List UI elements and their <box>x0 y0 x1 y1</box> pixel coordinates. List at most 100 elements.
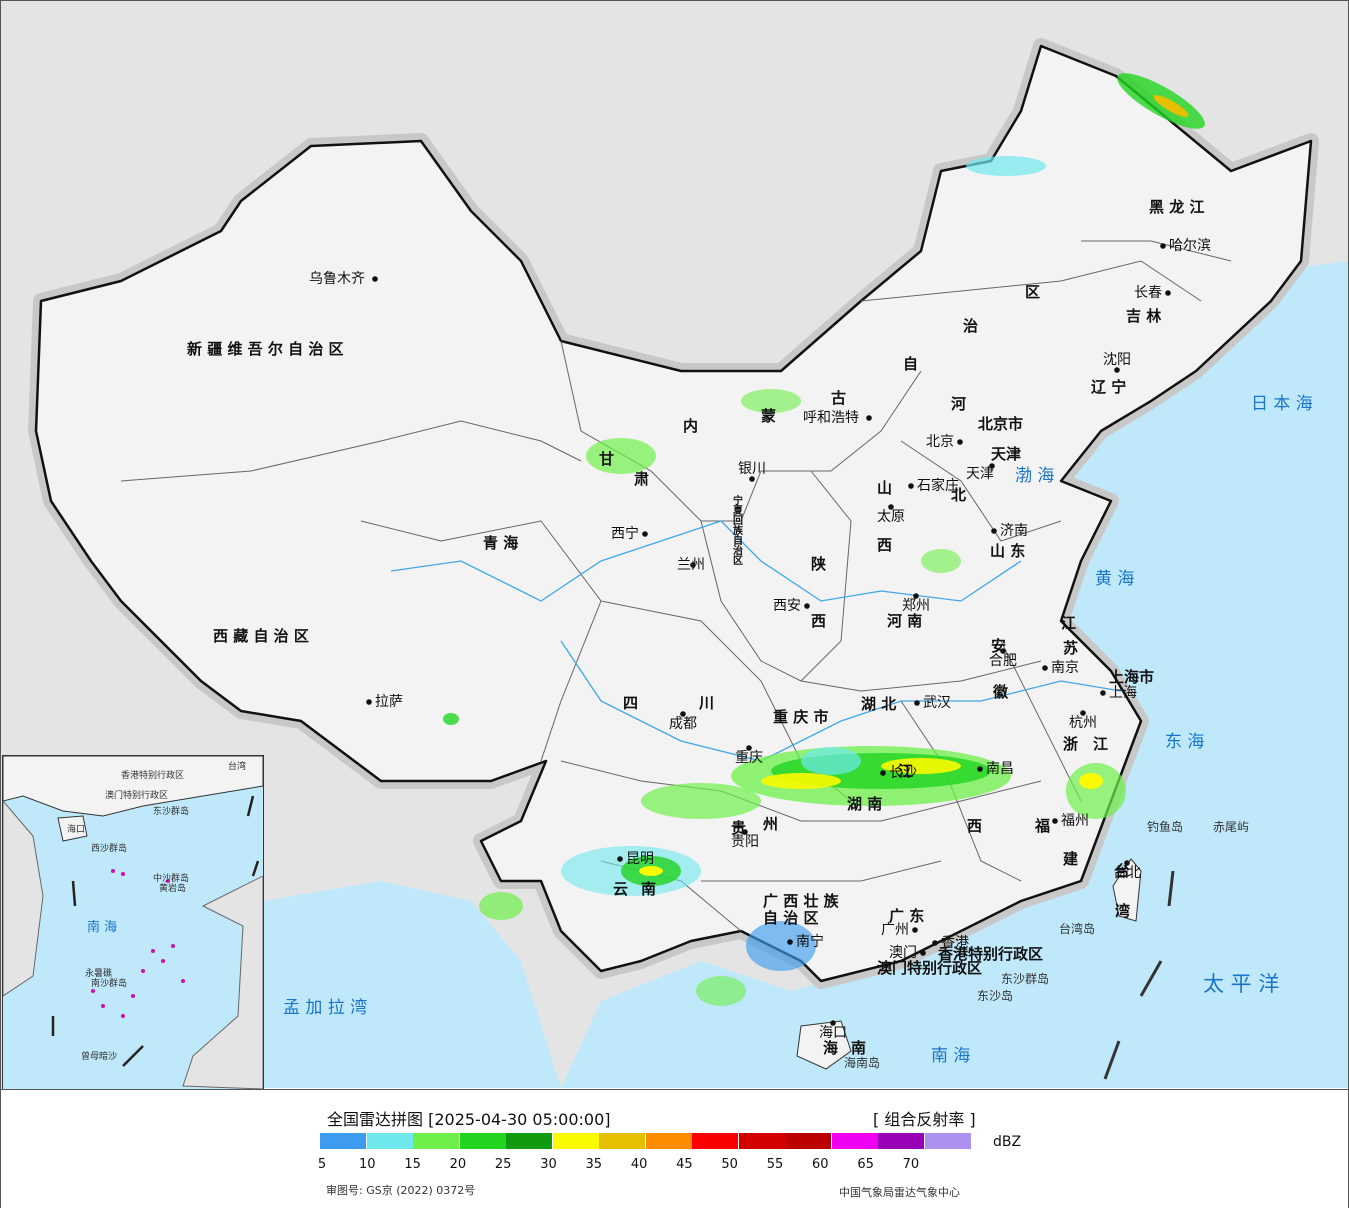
color-swatch <box>831 1133 878 1149</box>
island-label: 钓鱼岛 <box>1147 819 1183 834</box>
scale-tick-label: 20 <box>449 1157 467 1172</box>
color-swatch <box>599 1133 645 1149</box>
city-marker-icon <box>1165 290 1171 296</box>
city-label: 上海 <box>1109 685 1137 701</box>
city-label: 长春 <box>1134 285 1162 301</box>
city-label: 成都 <box>669 716 697 732</box>
city-label: 海口 <box>819 1025 847 1041</box>
region-label: 河 南 <box>887 612 922 630</box>
city-label: 香港 <box>941 935 969 951</box>
city-label: 北京 <box>926 434 954 450</box>
region-label: 澳门特别行政区 <box>877 959 982 977</box>
city-label: 合肥 <box>989 653 1017 669</box>
city-marker-icon <box>830 1020 836 1026</box>
scale-tick-label: 15 <box>404 1157 421 1172</box>
region-label: 西 <box>877 536 892 554</box>
region-label: 西 <box>811 612 826 630</box>
city-marker-icon <box>880 770 886 776</box>
color-swatch <box>413 1133 459 1149</box>
region-label: 陕 <box>811 555 826 573</box>
city-label: 济南 <box>1000 523 1028 539</box>
scale-tick-label: 25 <box>494 1157 512 1172</box>
region-label: 州 <box>762 815 778 833</box>
city-marker-icon <box>1124 860 1130 866</box>
water-label: 黄 海 <box>1095 569 1134 589</box>
city-label: 乌鲁木齐 <box>309 271 365 287</box>
city-label: 呼和浩特 <box>803 410 859 426</box>
region-label: 广 东 <box>889 907 924 925</box>
color-swatch <box>645 1133 692 1149</box>
color-swatch <box>459 1133 506 1149</box>
city-marker-icon <box>1052 818 1058 824</box>
island-label: 赤尾屿 <box>1213 820 1249 834</box>
maritime-boundary <box>1103 870 1175 1080</box>
city-marker-icon <box>991 528 997 534</box>
city-label: 银川 <box>738 461 766 477</box>
city-marker-icon <box>1114 367 1120 373</box>
city-marker-icon <box>742 829 748 835</box>
region-label: 黑 龙 江 <box>1149 198 1204 216</box>
region-label: 建 <box>1063 850 1079 868</box>
city-marker-icon <box>787 939 793 945</box>
city-label: 沈阳 <box>1103 352 1131 368</box>
color-swatch <box>738 1133 785 1149</box>
city-marker-icon <box>1042 665 1048 671</box>
region-label: 江 <box>898 762 913 780</box>
scale-tick-label: 55 <box>766 1157 784 1172</box>
city-label: 贵阳 <box>731 834 759 850</box>
radar-echoes <box>443 73 1205 1006</box>
region-label: 自 <box>903 355 918 373</box>
region-label: 青 海 <box>483 534 518 552</box>
inset-label: 黄岩岛 <box>159 882 186 894</box>
region-label: 湖 北 <box>861 695 896 713</box>
color-swatch <box>366 1133 413 1149</box>
scale-tick-label: 40 <box>630 1157 648 1172</box>
region-label: 山 <box>877 479 892 497</box>
city-label: 广州 <box>881 922 909 938</box>
city-marker-icon <box>920 950 926 956</box>
city-marker-icon <box>914 700 920 706</box>
city-marker-icon <box>866 415 872 421</box>
city-marker-icon <box>888 504 894 510</box>
water-label: 太 平 洋 <box>1203 972 1279 996</box>
rivers <box>390 520 1122 762</box>
color-swatch <box>692 1133 738 1149</box>
region-label: 区 <box>1025 283 1040 301</box>
region-label: 湾 <box>1115 902 1130 920</box>
color-swatch <box>506 1133 552 1149</box>
city-marker-icon <box>1000 648 1006 654</box>
inset-label: 南 海 <box>87 919 117 935</box>
region-label: 苏 <box>1063 639 1078 657</box>
region-label: 辽 宁 <box>1091 378 1126 396</box>
inset-label: 东沙群岛 <box>153 805 189 817</box>
scale-tick-label: 65 <box>857 1157 874 1172</box>
scale-tick-label: 10 <box>359 1157 376 1172</box>
region-label: 台 <box>1115 862 1130 880</box>
region-label: 新 疆 维 吾 尔 自 治 区 <box>187 340 344 358</box>
legend-title: 全国雷达拼图 [2025-04-30 05:00:00] <box>327 1110 611 1129</box>
city-label: 台北 <box>1113 865 1141 881</box>
region-label: 川 <box>698 694 714 712</box>
product-label: [ 组合反射率 ] <box>873 1110 976 1129</box>
region-label: 西 <box>967 817 982 835</box>
source-credit: 中国气象局雷达气象中心 <box>839 1186 960 1199</box>
city-label: 哈尔滨 <box>1169 238 1211 254</box>
city-label: 石家庄 <box>917 477 959 494</box>
scale-tick-label: 35 <box>585 1157 603 1172</box>
region-label: 治 <box>963 317 978 335</box>
city-marker-icon <box>912 927 918 933</box>
unit-label: dBZ <box>993 1134 1022 1150</box>
region-label: 宁夏回族自治区 <box>731 494 744 565</box>
region-label: 蒙 <box>761 407 776 425</box>
water-label: 南 海 <box>931 1046 970 1066</box>
map-labels: 新 疆 维 吾 尔 自 治 区西 藏 自 治 区 青 海 甘肃 内 蒙 古 自 治 区 黑 龙 江… <box>187 198 1313 1070</box>
inset-label: 中沙群岛 <box>153 872 189 884</box>
city-marker-icon <box>1080 710 1086 716</box>
city-label: 杭州 <box>1069 715 1097 731</box>
water-label: 东 海 <box>1165 732 1204 752</box>
legend: 全国雷达拼图 [2025-04-30 05:00:00] [ 组合反射率 ] d… <box>1 1089 1348 1208</box>
region-label: 山 东 <box>990 542 1025 560</box>
region-label: 北 <box>951 486 966 504</box>
region-label: 西 藏 自 治 区 <box>213 627 309 645</box>
